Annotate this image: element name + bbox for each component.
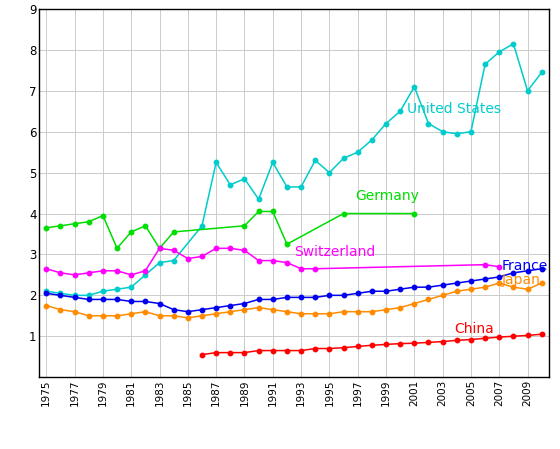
Text: Switzerland: Switzerland xyxy=(294,246,375,260)
Text: France: France xyxy=(502,259,548,273)
Text: Japan: Japan xyxy=(502,273,541,287)
Text: Germany: Germany xyxy=(355,189,419,203)
Text: United States: United States xyxy=(407,102,501,116)
Text: China: China xyxy=(454,322,494,336)
